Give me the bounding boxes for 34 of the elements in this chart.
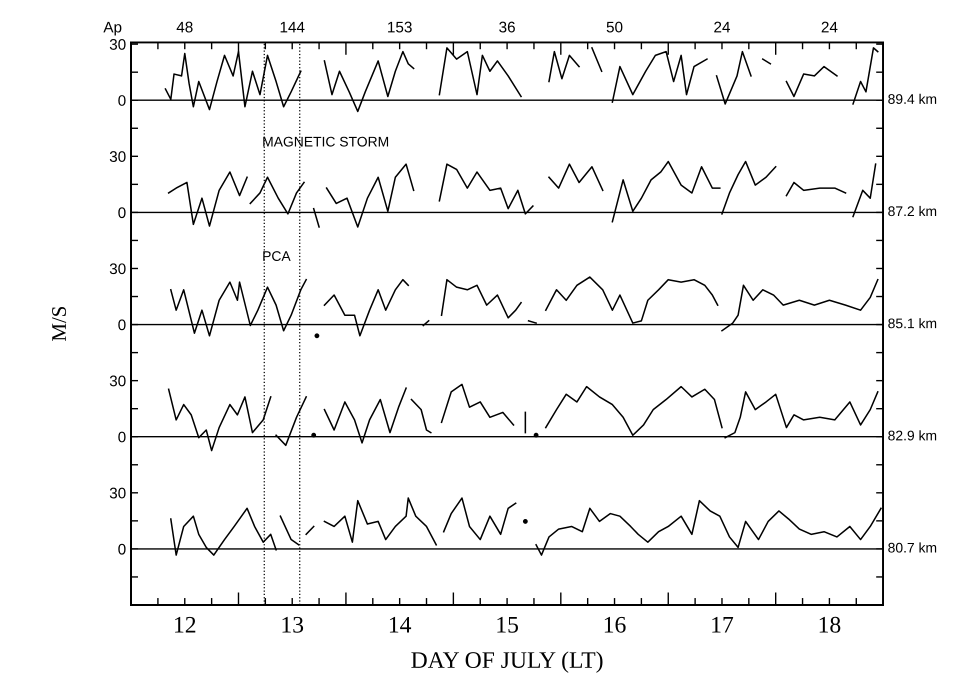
text: 24 [822,22,838,32]
y-tick-label: 0 [118,544,126,555]
x-axis-title: DAY OF JULY (LT) [411,651,602,673]
text: 24 [714,22,730,32]
text: Ap [103,22,122,36]
annotation: PCA [263,251,291,261]
text: 36 [499,22,515,32]
ref-line-label: 89.4 km [888,94,936,104]
ref-line-label: 85.1 km [888,318,936,328]
ref-line-label: 80.7 km [888,542,936,553]
y-tick-label: 0 [118,432,126,442]
y-tick-label: 0 [118,95,126,106]
text: 50 [606,22,622,32]
ref-line-label: 87.2 km [888,206,936,216]
x-tick-label: 13 [282,616,304,633]
y-tick-label: 30 [110,151,126,162]
x-tick-label: 18 [820,616,840,633]
text: 48 [176,22,193,32]
ref-line-label: 82.9 km [888,430,936,440]
text: 144 [280,22,305,32]
text: 153 [388,22,412,32]
y-tick-label: 30 [110,263,126,274]
y-tick-label: 0 [118,207,126,218]
y-tick-label: 30 [110,39,126,50]
x-tick-label: 14 [390,616,412,632]
x-tick-label: 12 [175,616,196,632]
annotation: MAGNETIC STORM [263,136,388,147]
x-tick-label: 16 [604,616,626,633]
x-tick-label: 17 [712,616,734,632]
y-tick-label: 30 [110,376,126,386]
y-tick-label: 30 [110,488,126,499]
x-tick-label: 15 [497,616,518,633]
y-tick-label: 0 [118,319,126,330]
y-axis-title: M/S [52,306,66,341]
